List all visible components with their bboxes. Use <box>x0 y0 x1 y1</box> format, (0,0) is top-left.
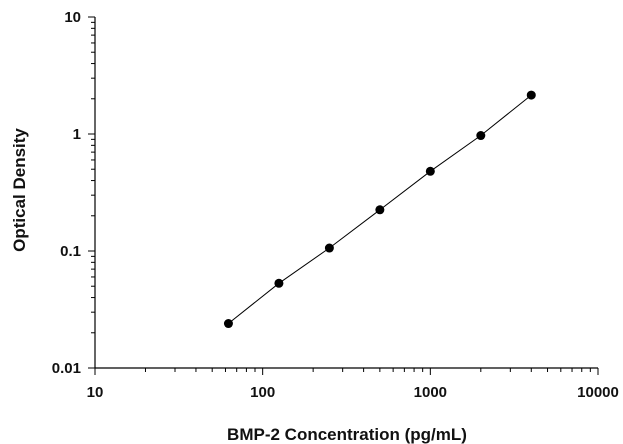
x-tick-label: 10000 <box>577 384 619 401</box>
data-point <box>526 90 536 100</box>
ticks <box>88 16 599 375</box>
data-point <box>274 278 284 288</box>
tick-labels: 10 100 1000 10000 0.01 0.1 1 10 <box>52 9 619 401</box>
y-tick-label: 0.01 <box>52 360 81 377</box>
data-point <box>425 166 435 176</box>
y-tick-label: 10 <box>64 9 81 26</box>
y-axis-title: Optical Density <box>10 128 29 252</box>
data-points <box>223 90 536 329</box>
data-point <box>223 319 233 329</box>
data-point <box>324 243 334 253</box>
data-point <box>476 131 486 141</box>
x-axis-title: BMP-2 Concentration (pg/mL) <box>227 425 467 444</box>
data-point <box>375 205 385 215</box>
x-tick-label: 10 <box>87 384 104 401</box>
y-tick-label: 1 <box>73 126 81 143</box>
x-tick-label: 100 <box>250 384 275 401</box>
x-tick-label: 1000 <box>414 384 447 401</box>
y-tick-label: 0.1 <box>60 243 81 260</box>
axes <box>94 17 598 369</box>
